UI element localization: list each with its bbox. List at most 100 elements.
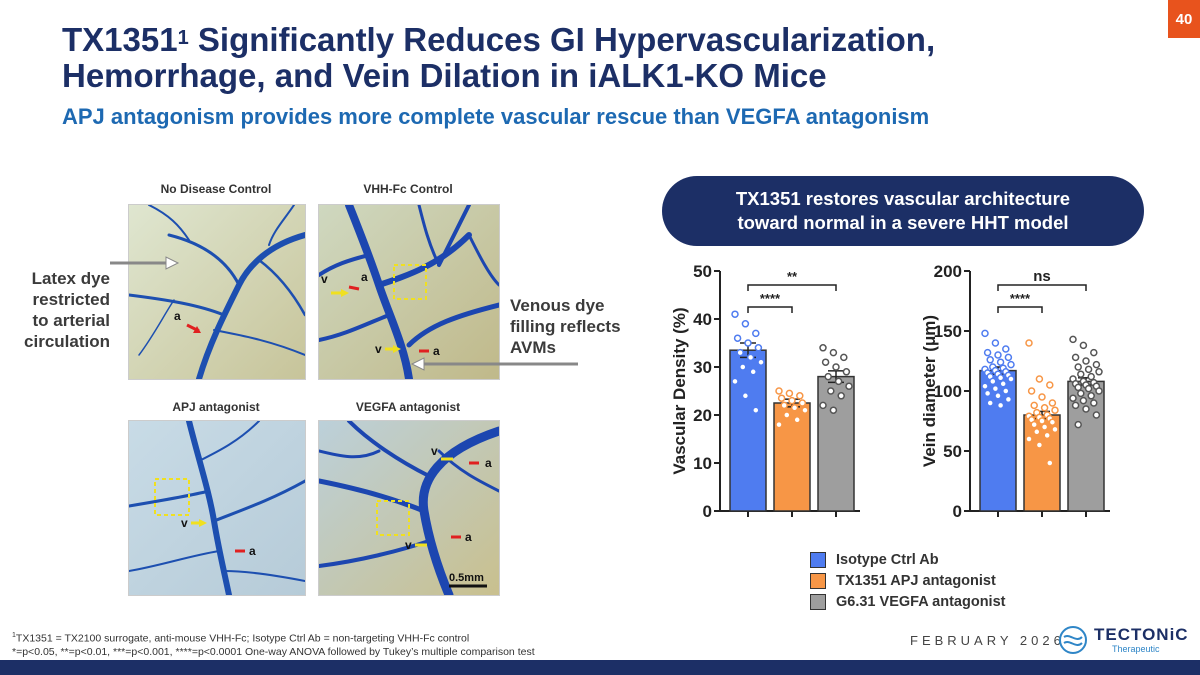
data-point xyxy=(832,363,840,371)
data-point xyxy=(1046,459,1054,467)
data-point xyxy=(996,358,1005,366)
data-point xyxy=(1030,420,1038,429)
data-point xyxy=(1007,360,1015,369)
legend-swatch-isotype xyxy=(810,552,826,568)
data-point xyxy=(1071,401,1080,410)
y-tick-label: 200 xyxy=(934,262,962,281)
data-point xyxy=(1048,418,1057,426)
data-point xyxy=(994,351,1002,359)
data-point xyxy=(1077,370,1085,378)
legend-swatch-tx1351 xyxy=(810,573,826,589)
data-point xyxy=(837,392,845,400)
photo-vhh-fc-control: v a v a xyxy=(318,204,500,380)
data-point xyxy=(752,406,760,414)
data-point xyxy=(1038,393,1046,401)
data-point xyxy=(991,384,1000,393)
data-point xyxy=(739,363,747,371)
presentation-date: FEBRUARY 2026 xyxy=(910,633,1065,648)
panel-label-vegfa: VEGFA antagonist xyxy=(355,400,461,414)
data-point xyxy=(1090,399,1098,407)
significance-bracket xyxy=(997,284,1087,291)
company-logo: TECTONiC Therapeutic xyxy=(1058,625,1189,655)
legend-label-isotype: Isotype Ctrl Ab xyxy=(836,552,939,568)
annotation-right-line2: filling reflects xyxy=(510,317,621,336)
bar-isotype xyxy=(729,349,767,512)
title-superscript: 1 xyxy=(177,27,189,49)
marker-v-5: v xyxy=(405,538,412,552)
arrow-latex-dye xyxy=(110,256,180,270)
data-point xyxy=(1025,435,1033,443)
data-point xyxy=(834,377,843,386)
data-point xyxy=(840,353,848,362)
slide-subtitle: APJ antagonism provides more complete va… xyxy=(62,104,930,129)
marker-a-2: a xyxy=(361,270,368,284)
marker-v-1: v xyxy=(321,272,328,286)
y-tick-label: 150 xyxy=(934,322,962,341)
data-point xyxy=(1074,383,1082,392)
y-axis-label: Vein diameter (μm) xyxy=(920,315,939,467)
data-point xyxy=(1079,341,1088,350)
data-point xyxy=(829,348,838,357)
data-point xyxy=(1082,357,1090,365)
y-tick-label: 0 xyxy=(703,502,712,521)
y-tick-label: 50 xyxy=(693,262,712,281)
significance-label: **** xyxy=(1010,291,1031,306)
data-point xyxy=(1048,399,1057,407)
data-point xyxy=(744,339,752,347)
y-tick-label: 40 xyxy=(693,310,712,329)
data-point xyxy=(1079,396,1088,405)
data-point xyxy=(1051,406,1059,414)
y-tick-label: 20 xyxy=(693,406,712,425)
data-point xyxy=(741,320,750,328)
legend-item-isotype: Isotype Ctrl Ab xyxy=(810,550,1005,570)
data-point xyxy=(1004,353,1013,362)
data-point xyxy=(994,392,1002,400)
photo-no-disease-control: a xyxy=(128,204,306,380)
data-point xyxy=(1084,365,1093,374)
data-point xyxy=(1004,395,1013,404)
slide-title: TX13511 Significantly Reduces GI Hyperva… xyxy=(62,22,1142,94)
legend-item-tx1351: TX1351 APJ antagonist xyxy=(810,571,1005,591)
data-point xyxy=(790,404,799,412)
data-point xyxy=(1007,375,1015,383)
chart-legend: Isotype Ctrl Ab TX1351 APJ antagonist G6… xyxy=(810,550,1005,613)
data-point xyxy=(1092,411,1101,419)
callout-line1: TX1351 restores vascular architecture xyxy=(735,188,1071,209)
legend-label-g631: G6.31 VEGFA antagonist xyxy=(836,594,1006,610)
bar-tx1351 xyxy=(773,402,811,512)
annotation-left-line4: circulation xyxy=(24,332,110,351)
legend-label-tx1351: TX1351 APJ antagonist xyxy=(836,573,996,589)
data-point xyxy=(1095,387,1103,395)
data-point xyxy=(1087,392,1095,400)
footnote-line1: TX1351 = TX2100 surrogate, anti-mouse VH… xyxy=(15,632,470,645)
data-point xyxy=(1090,348,1098,357)
data-point xyxy=(796,392,804,400)
page-number-badge: 40 xyxy=(1168,0,1200,38)
data-point xyxy=(731,310,739,318)
data-point xyxy=(845,382,853,390)
data-point xyxy=(989,377,997,386)
data-point xyxy=(775,387,783,395)
photo-apj-antagonist: v a xyxy=(128,420,306,596)
data-point xyxy=(986,399,994,407)
marker-a-3: a xyxy=(433,344,440,358)
data-point xyxy=(1095,368,1103,376)
data-point xyxy=(1051,425,1059,434)
data-point xyxy=(1077,389,1085,398)
data-point xyxy=(749,368,757,376)
annotation-right-line1: Venous dye xyxy=(510,296,605,315)
significance-label: ns xyxy=(1033,268,1051,285)
y-tick-label: 50 xyxy=(943,442,962,461)
annotation-left-line1: Latex dye xyxy=(31,269,110,288)
title-main: TX1351 xyxy=(62,21,178,58)
data-point xyxy=(1084,384,1093,393)
data-point xyxy=(821,358,830,366)
annotation-right-line3: AVMs xyxy=(510,338,556,357)
title-line2: Hemorrhage, and Vein Dilation in iALK1-K… xyxy=(62,57,827,94)
data-point xyxy=(1043,431,1051,440)
significance-bracket xyxy=(997,306,1043,313)
arrow-venous-dye xyxy=(410,357,578,371)
data-point xyxy=(819,344,827,352)
panel-label-apj: APJ antagonist xyxy=(172,400,260,414)
